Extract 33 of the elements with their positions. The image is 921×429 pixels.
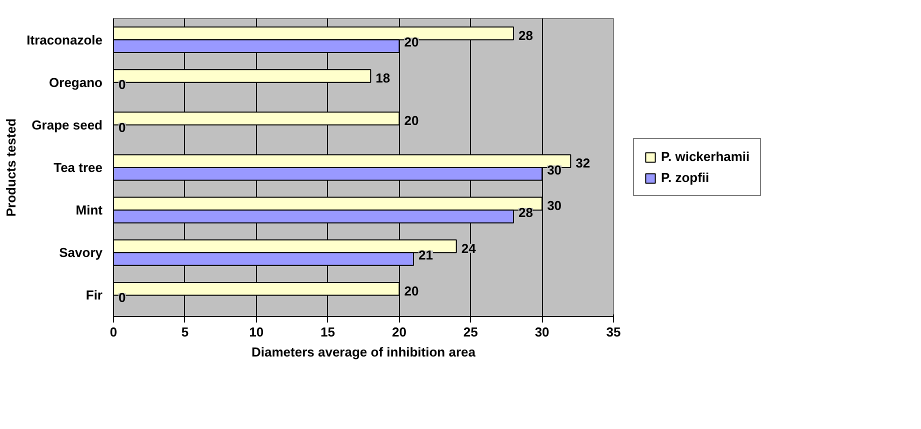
data-label: 0 [118, 290, 126, 306]
data-label: 32 [576, 156, 590, 171]
x-tick-label: 0 [110, 324, 118, 340]
y-tick-label: Oregano [49, 74, 103, 90]
data-label: 20 [404, 34, 419, 50]
x-tick-label: 15 [320, 324, 336, 340]
data-label: 20 [404, 113, 419, 128]
data-label: 30 [547, 198, 562, 214]
y-tick-label: Fir [86, 288, 103, 303]
data-label: 20 [404, 283, 419, 298]
data-label: 30 [547, 162, 562, 178]
y-tick-label: Grape seed [32, 117, 103, 132]
data-label: 0 [118, 77, 126, 92]
legend-label: P. zopfii [661, 170, 710, 185]
x-tick-label: 10 [249, 324, 264, 340]
data-label: 21 [418, 248, 433, 263]
x-axis-title: Diameters average of inhibition area [252, 344, 476, 360]
legend-label: P. wickerhamii [661, 149, 750, 164]
y-axis-title: Products tested [4, 118, 19, 217]
data-label: 24 [461, 240, 477, 256]
x-tick-label: 30 [534, 324, 550, 340]
y-tick-label: Itraconazole [26, 32, 103, 48]
data-label: 28 [518, 28, 533, 43]
x-tick-label: 35 [606, 324, 621, 340]
x-tick-label: 25 [463, 324, 478, 340]
data-label: 28 [518, 204, 533, 220]
y-tick-label: Mint [76, 202, 104, 218]
data-label: 18 [376, 70, 390, 86]
y-tick-label: Savory [59, 245, 104, 260]
x-tick-label: 20 [392, 324, 406, 340]
y-tick-label: Tea tree [54, 160, 103, 175]
data-label: 0 [118, 120, 126, 135]
x-tick-label: 5 [181, 324, 189, 340]
